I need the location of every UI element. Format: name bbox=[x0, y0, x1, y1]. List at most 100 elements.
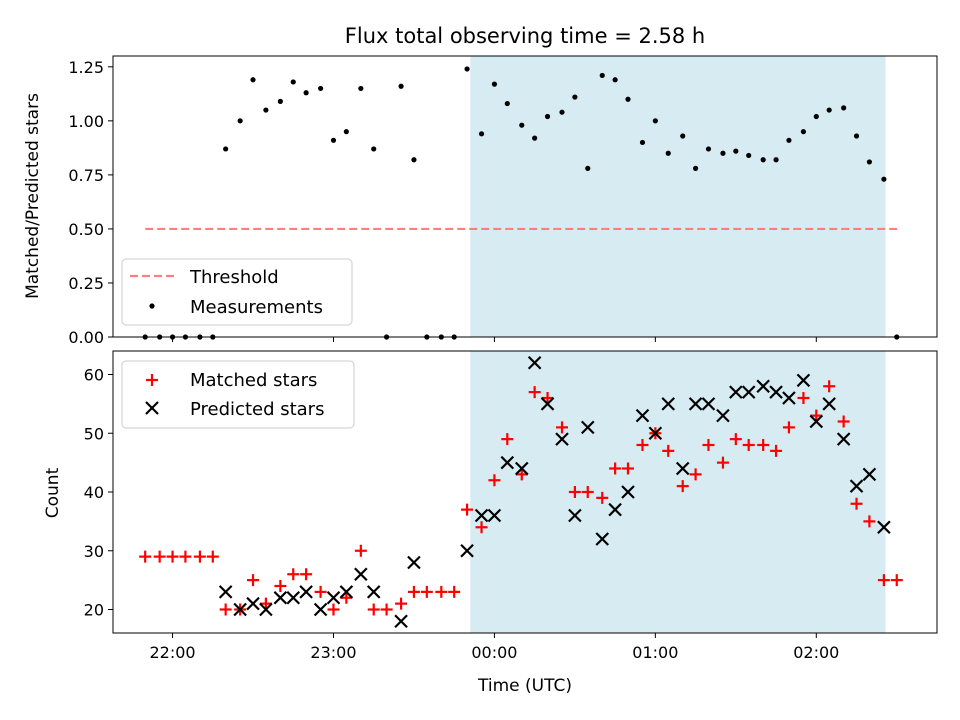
matched-star-point bbox=[219, 603, 232, 616]
bottom-y-tick-label: 40 bbox=[84, 483, 104, 502]
matched-star-point bbox=[823, 380, 836, 393]
measurement-point bbox=[303, 90, 309, 96]
matched-star-point bbox=[662, 444, 675, 457]
matched-star-point bbox=[636, 439, 649, 451]
legend-predicted-label: Predicted stars bbox=[190, 399, 324, 420]
measurement-point bbox=[773, 157, 779, 163]
top-y-axis: 0.00 0.25 0.50 0.75 1.00 1.25 bbox=[68, 58, 113, 347]
predicted-star-point bbox=[394, 614, 408, 629]
matched-star-point bbox=[850, 497, 863, 510]
bottom-legend: Matched stars Predicted stars bbox=[121, 360, 355, 429]
legend-matched-label: Matched stars bbox=[190, 370, 317, 391]
predicted-star-point bbox=[822, 397, 836, 411]
matched-star-point bbox=[461, 503, 474, 516]
top-observing-window bbox=[470, 56, 886, 337]
measurement-point bbox=[277, 98, 283, 104]
matched-star-point bbox=[395, 597, 408, 610]
predicted-star-point bbox=[527, 355, 542, 370]
top-y-tick-label: 0.75 bbox=[68, 166, 104, 185]
bottom-y-axis-label: Count bbox=[43, 467, 63, 518]
predicted-star-point bbox=[246, 596, 260, 611]
measurement-point bbox=[559, 109, 565, 115]
predicted-star-point bbox=[741, 385, 756, 399]
matched-star-point bbox=[729, 433, 742, 446]
predicted-star-point bbox=[877, 520, 891, 535]
predicted-star-point bbox=[635, 408, 650, 423]
measurement-point bbox=[398, 83, 404, 89]
measurement-point bbox=[599, 72, 605, 79]
measurement-point bbox=[680, 133, 686, 139]
bottom-y-tick-label: 60 bbox=[84, 366, 104, 385]
matched-star-point bbox=[274, 580, 287, 592]
predicted-star-point bbox=[862, 467, 877, 482]
matched-star-point bbox=[354, 544, 367, 557]
matched-star-point bbox=[556, 421, 569, 434]
measurement-point bbox=[652, 118, 658, 124]
matched-star-point bbox=[702, 439, 715, 451]
matched-star-point bbox=[742, 439, 755, 451]
bottom-y-tick-label: 20 bbox=[84, 601, 104, 620]
top-x-ticks bbox=[172, 337, 817, 342]
measurement-point bbox=[612, 77, 618, 83]
legend-predicted-swatch bbox=[145, 401, 159, 415]
matched-star-point bbox=[367, 603, 380, 616]
measurement-point bbox=[343, 129, 349, 135]
predicted-star-point bbox=[729, 385, 743, 399]
measurement-point bbox=[263, 107, 269, 113]
predicted-star-point bbox=[366, 585, 381, 599]
predicted-star-point bbox=[595, 532, 610, 546]
predicted-star-point bbox=[487, 508, 502, 523]
top-y-tick-label: 1.25 bbox=[68, 58, 104, 77]
matched-star-point bbox=[314, 585, 327, 598]
matched-star-point bbox=[193, 550, 206, 563]
predicted-star-point bbox=[354, 567, 368, 582]
bottom-y-tick-label: 30 bbox=[84, 542, 104, 561]
measurement-point bbox=[800, 129, 807, 135]
matched-star-point bbox=[166, 550, 179, 563]
matched-star-point bbox=[541, 392, 554, 404]
matched-star-point bbox=[247, 574, 260, 587]
x-axis-label: Time (UTC) bbox=[477, 676, 572, 696]
matched-star-point bbox=[797, 392, 810, 404]
predicted-star-point bbox=[796, 373, 811, 388]
measurement-point bbox=[826, 107, 832, 113]
matched-star-point bbox=[407, 585, 420, 598]
measurement-point bbox=[250, 77, 256, 83]
matched-star-point bbox=[515, 468, 528, 481]
predicted-star-point bbox=[500, 455, 515, 470]
predicted-star-point bbox=[849, 479, 864, 493]
matched-star-point bbox=[206, 550, 219, 563]
matched-star-point bbox=[568, 486, 581, 498]
matched-star-point bbox=[300, 568, 313, 581]
matched-star-point bbox=[488, 474, 501, 487]
predicted-star-point bbox=[716, 408, 730, 423]
bottom-observing-window bbox=[470, 351, 886, 633]
matched-star-point bbox=[770, 444, 783, 457]
measurement-point bbox=[881, 176, 887, 182]
measurement-point bbox=[841, 105, 847, 111]
matched-star-point bbox=[380, 603, 393, 616]
bottom-panel: 20 30 40 50 60 22:00 23:00 00:00 01:00 02:00 Cou… bbox=[43, 350, 938, 696]
matched-star-point bbox=[475, 521, 488, 534]
measurement-point bbox=[330, 137, 337, 143]
matched-star-point bbox=[890, 574, 903, 587]
top-legend-box bbox=[121, 258, 353, 326]
predicted-star-point bbox=[218, 585, 233, 599]
measurement-point bbox=[572, 94, 578, 100]
top-y-tick-label: 0.50 bbox=[68, 220, 104, 239]
matched-star-point bbox=[810, 409, 823, 422]
predicted-star-point bbox=[555, 432, 569, 446]
measurement-point bbox=[665, 150, 671, 156]
measurement-point bbox=[733, 148, 739, 154]
measurement-point bbox=[705, 146, 712, 152]
top-axes-frame bbox=[112, 55, 938, 338]
matched-star-point bbox=[420, 585, 433, 598]
measurement-point bbox=[760, 157, 766, 163]
measurement-point bbox=[411, 157, 417, 163]
x-tick-label: 01:00 bbox=[632, 643, 678, 662]
matched-star-point bbox=[153, 550, 166, 563]
predicted-stars-layer bbox=[218, 355, 891, 629]
predicted-star-point bbox=[460, 543, 474, 558]
matched-star-point bbox=[287, 568, 300, 581]
